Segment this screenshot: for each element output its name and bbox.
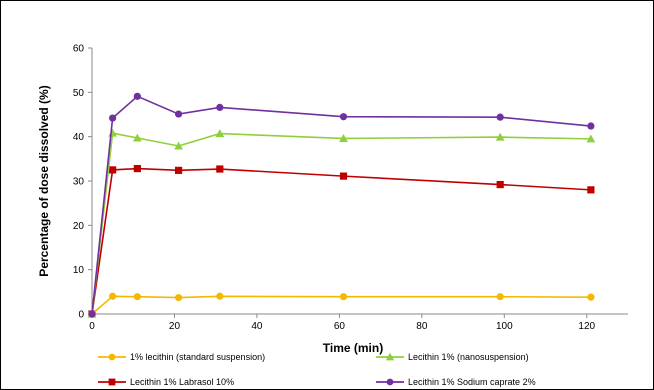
y-tick-label: 40 <box>73 132 85 143</box>
data-point <box>109 114 117 122</box>
data-point <box>109 166 117 174</box>
x-tick-label: 40 <box>251 321 263 332</box>
legend-marker <box>108 353 116 361</box>
y-tick-label: 60 <box>73 44 85 55</box>
legend-marker <box>385 352 395 361</box>
data-point <box>174 166 183 174</box>
series-3 <box>88 92 595 318</box>
legend-entry: Lecithin 1% Labrasol 10% <box>98 377 234 387</box>
legend-entry: Lecithin 1% (nanosuspension) <box>376 352 529 362</box>
data-point <box>109 292 117 300</box>
data-point <box>339 134 348 142</box>
legend-marker <box>386 378 394 386</box>
x-tick-label: 60 <box>334 321 346 332</box>
x-tick-label: 20 <box>169 321 181 332</box>
data-point <box>133 293 141 301</box>
series-layer <box>87 92 596 318</box>
x-tick-label: 100 <box>496 321 513 332</box>
data-point <box>132 133 142 142</box>
y-tick-label: 50 <box>73 88 85 99</box>
x-tick-label: 80 <box>416 321 428 332</box>
data-point <box>174 141 183 150</box>
legend-label: 1% lecithin (standard suspension) <box>130 352 265 362</box>
legend-label: Lecithin 1% (nanosuspension) <box>408 352 529 362</box>
legend-label: Lecithin 1% Labrasol 10% <box>130 377 234 387</box>
data-point <box>133 92 141 100</box>
series-1 <box>87 128 596 318</box>
y-axis-title: Percentage of dose dissolved (%) <box>37 85 51 276</box>
data-point <box>587 122 595 130</box>
legend-entry: 1% lecithin (standard suspension) <box>98 352 265 362</box>
legend: 1% lecithin (standard suspension) Lecithi… <box>98 352 536 387</box>
data-point <box>216 292 224 300</box>
x-tick-label: 0 <box>89 321 95 332</box>
series-line <box>91 167 591 315</box>
series-line <box>91 95 591 315</box>
legend-entry: Lecithin 1% Sodium caprate 2% <box>376 377 536 387</box>
data-point <box>339 293 348 301</box>
legend-marker <box>108 378 116 386</box>
x-axis-title: Time (min) <box>323 341 383 355</box>
data-point <box>108 128 118 137</box>
data-point <box>339 113 348 121</box>
data-point <box>496 113 504 121</box>
y-tick-label: 0 <box>78 310 84 321</box>
series-line <box>91 132 591 315</box>
y-tick-label: 20 <box>73 221 85 232</box>
legend-label: Lecithin 1% Sodium caprate 2% <box>408 377 536 387</box>
data-point <box>216 103 224 112</box>
data-point <box>174 293 183 302</box>
data-point <box>587 293 595 301</box>
series-line <box>91 295 591 315</box>
x-tick-label: 120 <box>578 321 595 332</box>
data-point <box>215 129 225 138</box>
data-point <box>339 172 348 180</box>
data-point <box>586 134 596 143</box>
axes: 0 10 20 30 40 50 60 0 20 40 60 80 100 120 <box>73 44 628 332</box>
data-point <box>216 165 224 173</box>
data-point <box>174 110 183 118</box>
data-point <box>587 186 595 194</box>
data-point <box>133 164 141 173</box>
data-point <box>88 310 96 318</box>
data-point <box>495 132 505 141</box>
data-point <box>496 293 504 301</box>
y-tick-label: 10 <box>73 265 85 276</box>
data-point <box>496 180 504 189</box>
y-tick-label: 30 <box>73 177 85 188</box>
